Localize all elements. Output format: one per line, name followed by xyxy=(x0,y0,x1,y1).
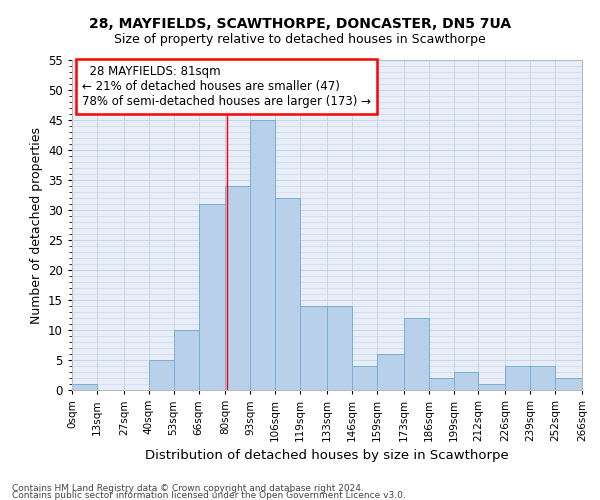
X-axis label: Distribution of detached houses by size in Scawthorpe: Distribution of detached houses by size … xyxy=(145,450,509,462)
Bar xyxy=(352,366,377,390)
Text: Contains HM Land Registry data © Crown copyright and database right 2024.: Contains HM Land Registry data © Crown c… xyxy=(12,484,364,493)
Bar xyxy=(530,366,555,390)
Text: 28, MAYFIELDS, SCAWTHORPE, DONCASTER, DN5 7UA: 28, MAYFIELDS, SCAWTHORPE, DONCASTER, DN… xyxy=(89,18,511,32)
Bar xyxy=(173,330,199,390)
Bar xyxy=(377,354,404,390)
Bar xyxy=(327,306,352,390)
Bar xyxy=(428,378,454,390)
Bar xyxy=(454,372,478,390)
Bar xyxy=(505,366,530,390)
Text: Size of property relative to detached houses in Scawthorpe: Size of property relative to detached ho… xyxy=(114,32,486,46)
Text: 28 MAYFIELDS: 81sqm  
← 21% of detached houses are smaller (47)
78% of semi-deta: 28 MAYFIELDS: 81sqm ← 21% of detached ho… xyxy=(82,65,371,108)
Bar xyxy=(300,306,327,390)
Bar xyxy=(72,384,97,390)
Text: Contains public sector information licensed under the Open Government Licence v3: Contains public sector information licen… xyxy=(12,491,406,500)
Bar xyxy=(555,378,582,390)
Y-axis label: Number of detached properties: Number of detached properties xyxy=(29,126,43,324)
Bar xyxy=(226,186,250,390)
Bar xyxy=(404,318,428,390)
Bar xyxy=(275,198,300,390)
Bar xyxy=(199,204,226,390)
Bar xyxy=(478,384,505,390)
Bar xyxy=(149,360,173,390)
Bar xyxy=(250,120,275,390)
